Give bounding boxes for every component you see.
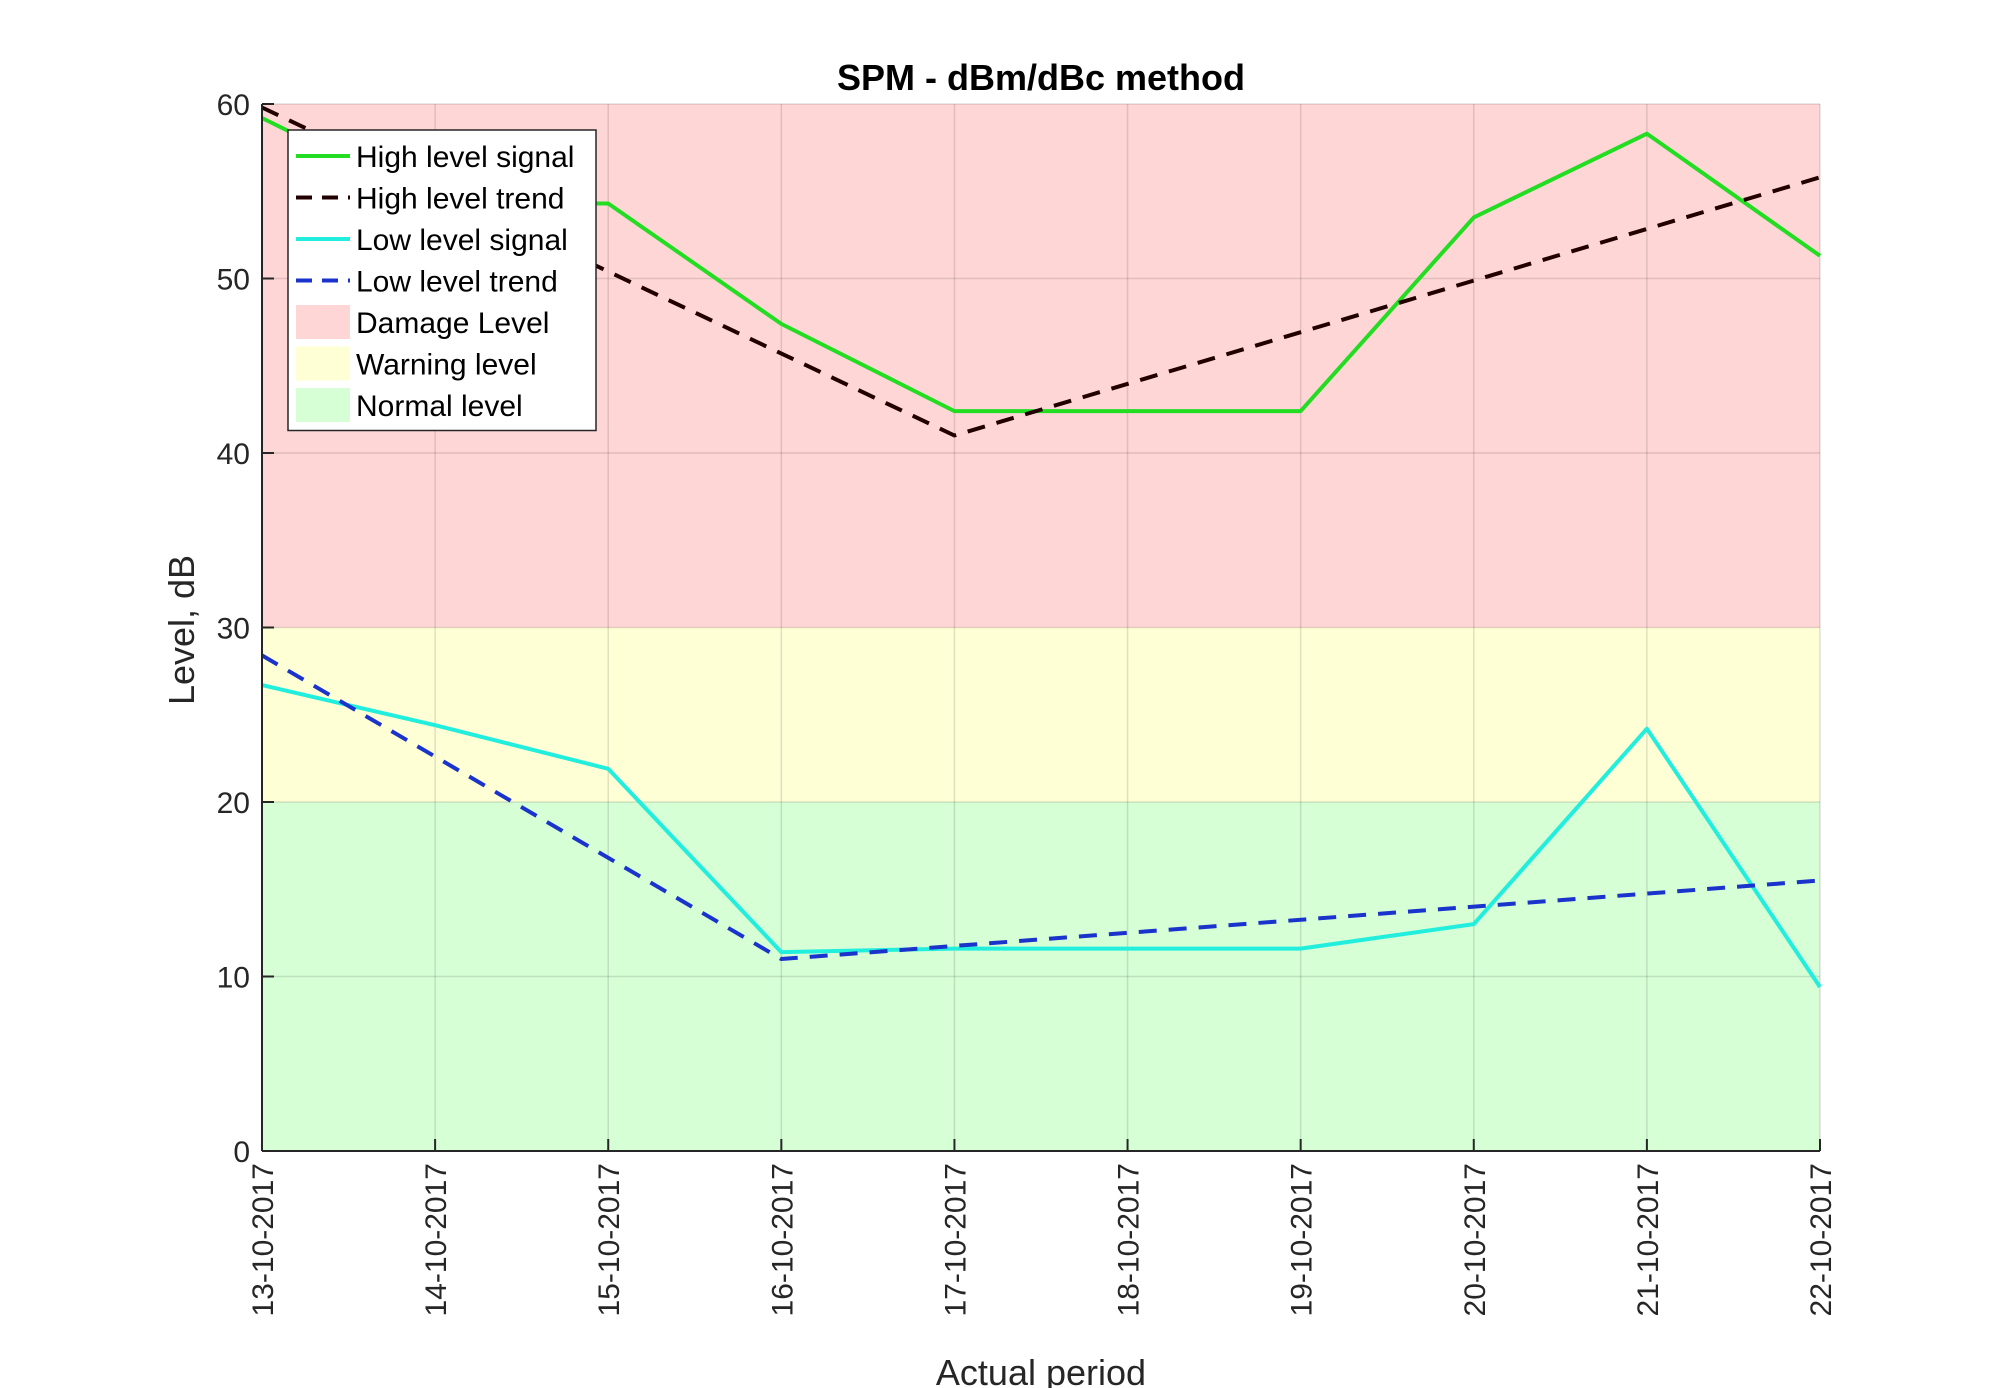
y-tick-label: 30 bbox=[217, 613, 250, 646]
x-tick-label: 13-10-2017 bbox=[247, 1163, 280, 1316]
series-line-low-level-trend bbox=[260, 653, 1821, 961]
y-tick-label: 0 bbox=[233, 1136, 250, 1169]
x-tick-label: 15-10-2017 bbox=[593, 1163, 626, 1316]
legend-swatch-warning-level bbox=[296, 346, 350, 381]
x-tick-label: 14-10-2017 bbox=[420, 1163, 453, 1316]
band-normal-level bbox=[262, 802, 1820, 1151]
legend-label-warning-level: Warning level bbox=[356, 349, 537, 382]
legend-swatch-damage-level bbox=[296, 305, 350, 339]
x-tick-label: 20-10-2017 bbox=[1459, 1163, 1492, 1316]
x-tick-label: 22-10-2017 bbox=[1805, 1163, 1838, 1316]
chart-title: SPM - dBm/dBc method bbox=[837, 57, 1245, 98]
tick-labels: 0 10 20 30 40 50 60 13-10-2017 14-10-2017 15-10-2… bbox=[217, 89, 1838, 1316]
legend-label-normal-level: Normal level bbox=[356, 390, 523, 423]
legend: High level signal High level trend Low lev… bbox=[287, 129, 597, 432]
y-tick-label: 20 bbox=[217, 787, 250, 820]
x-axis-label: Actual period bbox=[936, 1352, 1146, 1388]
legend-label-high-level-signal: High level signal bbox=[356, 141, 574, 174]
band-warning-level bbox=[262, 627, 1820, 802]
y-axis-label: Level, dB bbox=[161, 555, 202, 705]
x-tick-label: 18-10-2017 bbox=[1113, 1163, 1146, 1316]
legend-label-low-level-signal: Low level signal bbox=[356, 224, 568, 257]
legend-swatch-normal-level bbox=[296, 388, 350, 422]
x-tick-label: 19-10-2017 bbox=[1286, 1163, 1319, 1316]
legend-label-high-level-trend: High level trend bbox=[356, 183, 564, 216]
x-tick-label: 21-10-2017 bbox=[1632, 1163, 1665, 1316]
y-tick-label: 60 bbox=[217, 89, 250, 122]
series-line-low-level-signal bbox=[261, 683, 1822, 989]
y-tick-label: 40 bbox=[217, 438, 250, 471]
x-tick-label: 17-10-2017 bbox=[939, 1163, 972, 1316]
y-tick-label: 10 bbox=[217, 962, 250, 995]
x-tick-label: 16-10-2017 bbox=[766, 1163, 799, 1316]
level-bands bbox=[262, 104, 1820, 1151]
legend-label-damage-level: Damage Level bbox=[356, 307, 549, 340]
y-tick-label: 50 bbox=[217, 264, 250, 297]
legend-label-low-level-trend: Low level trend bbox=[356, 266, 558, 299]
